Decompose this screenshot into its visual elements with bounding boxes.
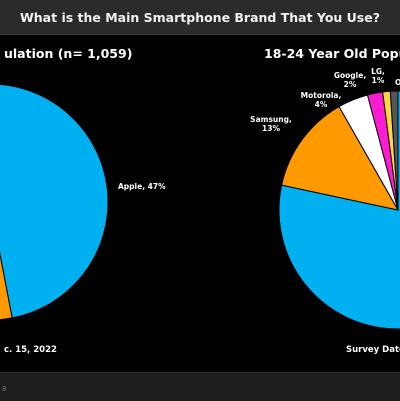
right-pie-chart [278, 90, 400, 330]
right-survey-note: Survey Date [346, 345, 400, 355]
footer-mark: 8 [2, 385, 7, 393]
left-survey-note: c. 15, 2022 [4, 345, 57, 355]
slice-label: O [395, 78, 400, 87]
left-panel-title: ulation (n= 1,059) [4, 46, 133, 61]
pie-slice [389, 90, 399, 211]
chart-header: What is the Main Smartphone Brand That Y… [0, 0, 400, 35]
pie-slice [281, 105, 399, 211]
slice-label: LG, 1% [371, 67, 385, 85]
slice-label: Samsung, 13% [250, 115, 292, 133]
left-pie-chart [0, 83, 109, 320]
pie-slice [0, 83, 109, 319]
pie-slice [278, 90, 400, 330]
slice-label: Google, 2% [334, 71, 366, 89]
header-title: What is the Main Smartphone Brand That Y… [20, 9, 380, 25]
footer-bar: 8 [0, 372, 400, 401]
pie-labels: Apple, 47% Samsung, 13% Motorola, 4% Google, 2… [118, 67, 400, 191]
slice-label: Motorola, 4% [301, 91, 342, 109]
slice-label: Apple, 47% [118, 182, 166, 191]
pie-slice [0, 251, 13, 320]
right-panel-title: 18-24 Year Old Popu [264, 46, 400, 61]
